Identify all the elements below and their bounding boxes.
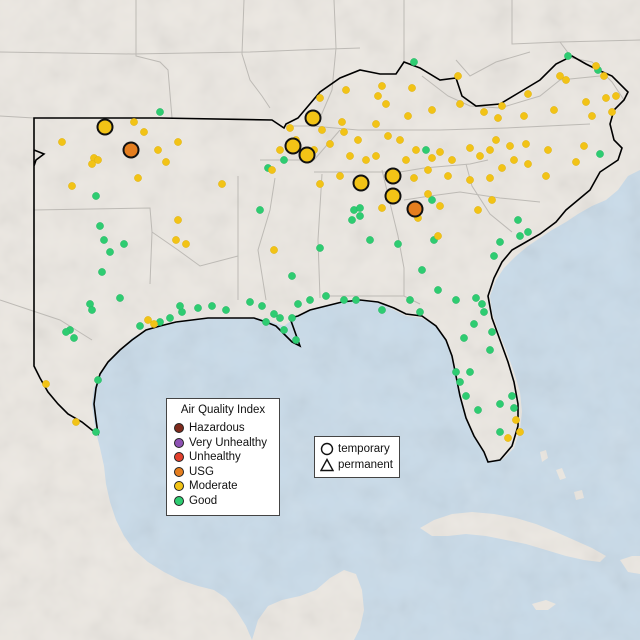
- aqi-legend: Air Quality Index Hazardous Very Unhealt…: [166, 398, 280, 516]
- legend-item-unhealthy: Unhealthy: [174, 450, 241, 464]
- circle-icon: [320, 442, 334, 456]
- region-outline: [33, 55, 629, 463]
- temp-site-moderate: [304, 109, 322, 127]
- very-unhealthy-swatch: [174, 437, 184, 448]
- legend-item-permanent: permanent: [320, 458, 393, 472]
- temp-site-moderate: [284, 137, 302, 155]
- temp-site-moderate: [96, 118, 114, 136]
- hazardous-swatch: [174, 423, 184, 433]
- legend-item-usg: USG: [174, 465, 214, 479]
- legend-title: Air Quality Index: [180, 404, 266, 416]
- moderate-swatch: [174, 481, 184, 491]
- temp-site-moderate: [298, 146, 316, 164]
- legend-label: Good: [189, 494, 218, 507]
- legend-label: Moderate: [189, 480, 238, 492]
- moderate-sites[interactable]: [42, 62, 620, 442]
- legend-label: temporary: [338, 443, 390, 455]
- temp-site-moderate: [352, 174, 370, 192]
- good-sites[interactable]: [62, 52, 604, 436]
- triangle-icon: [320, 458, 334, 472]
- unhealthy-swatch: [174, 452, 184, 462]
- temporary-sites[interactable]: [96, 109, 424, 218]
- site-type-legend: temporary permanent: [314, 436, 400, 478]
- temp-site-usg: [122, 141, 140, 159]
- state-borders: [0, 0, 640, 341]
- temp-site-moderate: [384, 167, 402, 185]
- usg-swatch: [174, 466, 184, 477]
- legend-label: Hazardous: [189, 422, 245, 434]
- legend-item-moderate: Moderate: [174, 479, 238, 493]
- legend-item-hazardous: Hazardous: [174, 421, 245, 435]
- legend-label: Unhealthy: [189, 451, 241, 463]
- legend-label: permanent: [338, 459, 393, 471]
- temp-site-usg: [406, 200, 424, 218]
- legend-item-temporary: temporary: [320, 442, 390, 456]
- legend-item-good: Good: [174, 494, 217, 508]
- legend-label: USG: [189, 465, 214, 478]
- temp-site-moderate: [384, 187, 402, 205]
- legend-item-very-unhealthy: Very Unhealthy: [174, 436, 267, 450]
- good-swatch: [174, 495, 184, 506]
- legend-label: Very Unhealthy: [189, 436, 267, 449]
